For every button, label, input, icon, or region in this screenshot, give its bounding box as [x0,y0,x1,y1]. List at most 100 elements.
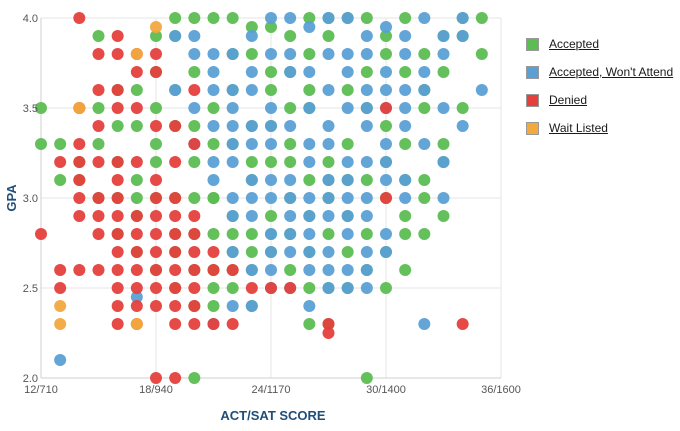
data-point [418,12,431,24]
data-point [207,12,220,24]
data-point [399,84,412,96]
data-point [73,174,86,186]
data-point [226,282,239,294]
data-point [437,192,450,204]
data-point [130,264,143,276]
data-point [92,156,105,168]
data-point [284,120,297,132]
data-point [360,84,373,96]
data-point [54,318,67,330]
data-point [360,210,373,222]
data-point [399,30,412,42]
data-point [169,156,182,168]
data-point [130,192,143,204]
x-axis-label: ACT/SAT SCORE [220,408,326,423]
data-point [111,246,124,258]
data-point [322,138,335,150]
data-point [380,30,392,42]
data-point [437,48,450,60]
y-tick-label: 2.0 [23,373,38,385]
data-point [245,138,258,150]
x-tick-label: 18/940 [139,384,173,396]
data-point [73,192,86,204]
legend-swatch-accepted-wont-attend [526,65,539,79]
y-axis-label: GPA [4,184,19,212]
data-point [207,102,220,114]
data-point [188,12,201,24]
data-point [207,84,220,96]
data-point [150,246,162,258]
data-point [399,138,412,150]
data-points [35,12,488,384]
legend-item-denied[interactable]: Denied [526,86,673,114]
data-point [169,372,182,384]
data-point [150,282,162,294]
legend-item-accepted[interactable]: Accepted [526,30,673,58]
data-point [188,210,201,222]
data-point [54,282,67,294]
data-point [380,246,392,258]
data-point [322,156,335,168]
data-point [150,138,162,150]
data-point [188,300,201,312]
data-point [188,372,201,384]
data-point [418,48,431,60]
data-point [284,174,297,186]
data-point [456,30,469,42]
data-point [188,282,201,294]
data-point [130,282,143,294]
data-point [303,228,316,240]
data-point [245,192,258,204]
data-point [360,264,373,276]
data-point [303,192,316,204]
data-point [226,138,239,150]
data-point [360,174,373,186]
legend-item-wait-listed[interactable]: Wait Listed [526,114,673,142]
data-point [322,327,335,339]
data-point [418,102,431,114]
data-point [111,228,124,240]
data-point [207,138,220,150]
data-point [130,66,143,78]
data-point [341,228,354,240]
data-point [322,228,335,240]
data-point [360,282,373,294]
data-point [150,156,162,168]
legend-label-accepted: Accepted [549,37,600,51]
data-point [169,12,182,24]
data-point [360,48,373,60]
data-point [303,300,316,312]
data-point [284,138,297,150]
legend-swatch-accepted [526,37,539,51]
data-point [437,138,450,150]
data-point [130,48,143,60]
data-point [226,318,239,330]
legend-item-accepted-wont-attend[interactable]: Accepted, Won't Attend [526,58,673,86]
data-point [245,21,258,33]
data-point [188,30,201,42]
data-point [341,138,354,150]
data-point [303,174,316,186]
x-tick-label: 12/710 [24,384,58,396]
data-point [150,372,162,384]
data-point [303,264,316,276]
data-point [226,84,239,96]
chart-legend: Accepted Accepted, Won't Attend Denied W… [526,30,673,142]
data-point [207,300,220,312]
data-point [418,138,431,150]
data-point [207,66,220,78]
data-point [150,30,162,42]
data-point [111,30,124,42]
data-point [207,174,220,186]
data-point [188,264,201,276]
data-point [226,48,239,60]
x-axis-ticks: 12/710 18/940 24/1170 30/1400 36/1600 [24,384,521,396]
data-point [437,210,450,222]
data-point [360,102,373,114]
data-point [35,138,47,150]
data-point [73,102,86,114]
data-point [245,156,258,168]
data-point [399,120,412,132]
data-point [245,228,258,240]
